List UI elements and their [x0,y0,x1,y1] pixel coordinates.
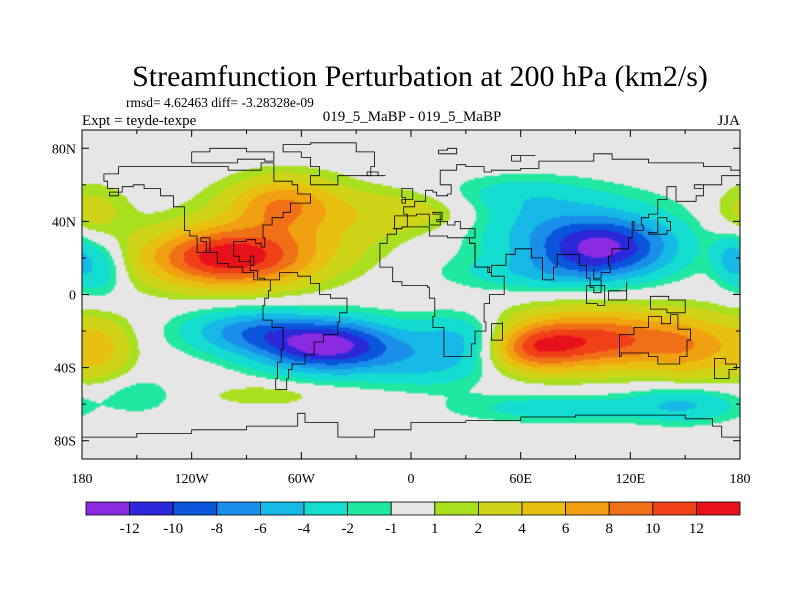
colorbar-label: -6 [254,521,267,537]
colorbar-bin [521,501,566,516]
coastline-segment [586,285,606,306]
colorbar-label: -2 [341,521,354,537]
coastline-segment [438,147,458,155]
coastline-segment [491,321,503,341]
coastlines [82,142,741,438]
x-tick-label: 120W [175,472,210,487]
coastline-segment [392,153,741,294]
x-tick-label: 180 [72,472,93,487]
colorbar-label: -10 [163,521,183,537]
colorbar-bin [129,501,174,516]
colorbar-bin [696,501,741,516]
colorbar-bin [608,501,654,516]
colorbar-bin [652,501,697,516]
colorbar-bin [390,501,436,516]
coastline-segment [379,226,505,357]
map-plot: 180 120W 60W 0 60E 120E 180 80N 40N 0 40S 80S [52,129,751,487]
x-tick-label: 60E [509,472,532,487]
colorbar-label: 10 [645,521,660,537]
colorbar-bin [434,501,479,516]
coastline-segment [262,272,348,390]
colorbar-bin [565,501,610,516]
colorbar-label: -12 [120,521,140,537]
coastline-segment [401,188,414,204]
colorbar-label: 12 [689,521,704,537]
chart-title: Streamfunction Perturbation at 200 hPa (… [132,60,708,93]
colorbar-bin [85,501,130,516]
colorbar-bin [477,501,523,516]
colorbar-label: 1 [431,521,439,537]
colorbar-label: -4 [298,521,311,537]
x-tick-label: 180 [730,472,751,487]
streamfunction-field [82,130,740,459]
coastline-segment [366,171,386,177]
coastline-segment [650,295,686,314]
x-tick-label: 120E [616,472,646,487]
colorbar-bin [347,501,392,516]
colorbar-label: 4 [518,521,526,537]
colorbar-bin [216,501,261,516]
x-tick-label: 0 [408,472,415,487]
colorbar-label: -8 [211,521,224,537]
coastline-segment [619,314,691,365]
y-tick-label: 40S [54,362,76,377]
x-axis: 180 120W 60W 0 60E 120E 180 [72,130,751,487]
stats-line: rmsd= 4.62463 diff= -3.28328e-09 [126,95,314,110]
colorbar-bin [303,501,348,516]
y-tick-label: 40N [52,215,76,230]
coastline-segment [103,162,311,281]
coastline-segment [608,281,628,301]
coastline-segment [511,155,536,162]
colorbar: -12 -10 -8 -6 -4 -2 -1 1 2 4 6 8 10 12 [85,501,741,537]
coastline-segment [282,142,375,186]
experiment-label: Expt = teyde-texpe [82,113,197,129]
y-tick-label: 80N [52,142,76,157]
colorbar-bin [259,501,305,516]
coastline-segment [648,217,671,235]
y-tick-label: 80S [54,435,76,450]
colorbar-label: 2 [475,521,483,537]
season-label: JJA [717,113,740,129]
center-label: 019_5_MaBP - 019_5_MaBP [323,109,502,125]
y-tick-label: 0 [69,289,76,304]
colorbar-label: 8 [605,521,613,537]
x-tick-label: 60W [288,472,316,487]
coastline-segment [82,412,740,438]
colorbar-label: -1 [385,521,398,537]
colorbar-bin [172,501,218,516]
y-axis: 80N 40N 0 40S 80S [52,142,740,450]
colorbar-label: 6 [562,521,570,537]
coastline-segment [191,147,275,164]
coastline-segment [714,358,737,379]
